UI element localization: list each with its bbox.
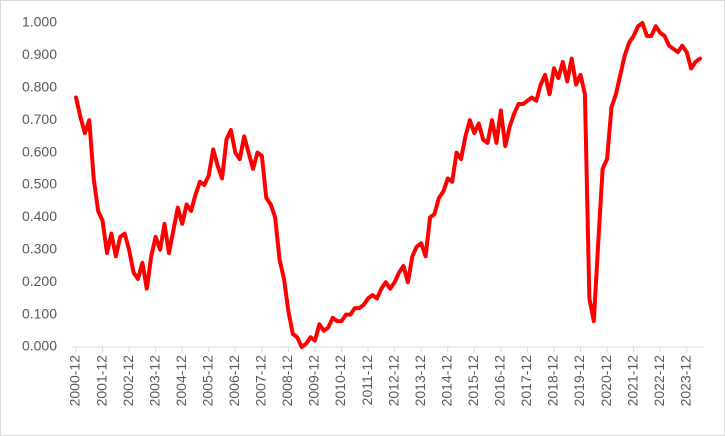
y-tick-label: 0.300 [22,241,57,257]
x-tick-label: 2005-12 [199,355,215,407]
y-tick-label: 0.000 [22,338,57,354]
x-tick-label: 2017-12 [518,355,534,407]
x-tick-label: 2018-12 [545,355,561,407]
y-tick-label: 0.400 [22,208,57,224]
y-tick-label: 1.000 [22,14,57,30]
x-tick-label: 2001-12 [93,355,109,407]
x-tick-label: 2007-12 [253,355,269,407]
x-tick-label: 2016-12 [492,355,508,407]
y-tick-label: 0.900 [22,46,57,62]
x-tick-label: 2021-12 [624,355,640,407]
y-tick-label: 0.800 [22,79,57,95]
x-tick-label: 2008-12 [279,355,295,407]
x-tick-label: 2000-12 [67,355,83,407]
x-tick-label: 2011-12 [359,355,375,406]
y-tick-label: 0.700 [22,111,57,127]
x-tick-label: 2003-12 [146,355,162,407]
x-tick-label: 2009-12 [306,355,322,407]
x-tick-label: 2014-12 [438,355,454,407]
x-tick-label: 2010-12 [332,355,348,407]
x-tick-label: 2012-12 [385,355,401,407]
y-tick-label: 0.500 [22,176,57,192]
y-tick-label: 0.100 [22,305,57,321]
x-tick-label: 2023-12 [677,355,693,407]
x-tick-label: 2020-12 [598,355,614,407]
line-series [74,21,702,349]
x-tick-label: 2022-12 [651,355,667,407]
y-tick-label: 0.200 [22,273,57,289]
x-tick-label: 2004-12 [173,355,189,407]
x-tick-label: 2002-12 [120,355,136,407]
x-tick-label: 2015-12 [465,355,481,407]
x-tick-label: 2013-12 [412,355,428,407]
x-tick-label: 2019-12 [571,355,587,407]
x-tick-label: 2006-12 [226,355,242,407]
y-tick-label: 0.600 [22,143,57,159]
